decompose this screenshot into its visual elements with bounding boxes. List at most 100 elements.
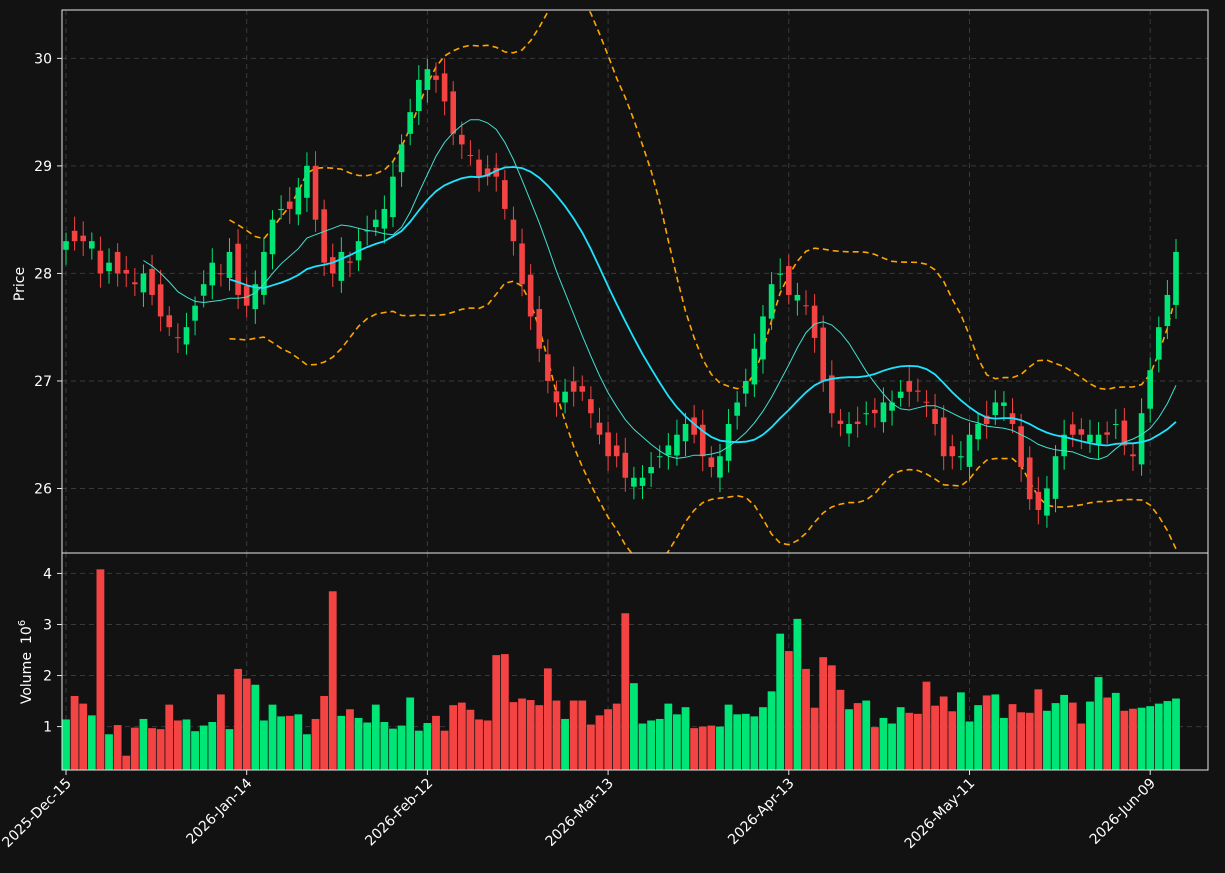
bollinger-upper <box>229 10 1177 391</box>
volume-bar <box>311 718 320 770</box>
candle-body <box>132 282 138 285</box>
candle <box>183 312 190 355</box>
volume-bar <box>922 681 931 770</box>
volume-bar <box>810 707 819 770</box>
candle-body <box>338 251 345 281</box>
candle <box>114 243 121 287</box>
candle <box>1164 280 1171 340</box>
candle-body <box>252 284 259 310</box>
volume-bar <box>690 728 699 770</box>
candle <box>1087 419 1093 453</box>
candle-body <box>1112 423 1119 425</box>
candle-body <box>209 262 216 286</box>
candle <box>166 306 173 336</box>
candle-body <box>200 284 207 296</box>
candle-body <box>106 262 112 272</box>
candle <box>562 378 568 414</box>
candle <box>1138 398 1145 476</box>
candle-body <box>699 424 706 457</box>
candle-body <box>243 286 250 306</box>
candle <box>803 290 809 316</box>
candle <box>708 446 715 478</box>
candle <box>338 237 345 293</box>
candle <box>553 380 560 417</box>
candle-body <box>811 305 818 338</box>
volume-bar <box>156 729 165 770</box>
candle-body <box>613 445 620 457</box>
volume-axis-label: Volume 106 <box>17 620 35 704</box>
volume-bar <box>853 703 862 770</box>
candle-body <box>80 235 87 242</box>
candle <box>1044 476 1050 528</box>
candle-body <box>441 73 448 102</box>
candle-body <box>1078 429 1085 435</box>
candle <box>218 264 224 287</box>
candle <box>966 422 973 481</box>
volume-bar <box>862 700 871 770</box>
candle-body <box>1104 432 1110 435</box>
candle <box>1155 316 1162 373</box>
volume-bar <box>328 591 337 770</box>
candle-body <box>510 219 517 242</box>
volume-bar <box>1111 692 1120 770</box>
candle-body <box>467 155 474 157</box>
candle <box>235 229 241 310</box>
volume-bar <box>707 725 716 770</box>
candle <box>545 339 551 394</box>
candle-body <box>415 79 422 111</box>
volume-bar <box>354 717 363 770</box>
volume-axis-base: 10 <box>19 626 35 644</box>
candle <box>863 401 870 426</box>
candle-body <box>71 230 78 242</box>
volume-bar <box>1051 703 1060 770</box>
candle-body <box>983 415 990 424</box>
candle <box>441 58 448 116</box>
volume-bar <box>888 723 896 770</box>
volume-bar <box>483 720 492 770</box>
volume-bar <box>285 715 294 770</box>
volume-bar <box>982 695 991 770</box>
volume-bar <box>767 691 776 770</box>
volume-bar <box>225 729 234 770</box>
volume-bar <box>733 714 742 770</box>
volume-bar <box>552 700 561 770</box>
candle <box>880 387 887 433</box>
candle <box>958 441 964 471</box>
candle-body <box>751 348 758 385</box>
candle-body <box>785 266 792 295</box>
volume-bar <box>371 704 380 770</box>
candle <box>484 155 491 186</box>
volume-bar <box>750 716 759 770</box>
volume-tick-label: 2 <box>43 669 52 685</box>
volume-bar <box>260 720 268 770</box>
volume-bar <box>234 668 242 770</box>
candle <box>97 236 104 288</box>
volume-bar <box>759 707 767 770</box>
volume-bar <box>836 689 845 770</box>
candle-body <box>398 144 405 173</box>
volume-bar <box>595 715 604 770</box>
candle-body <box>261 251 267 295</box>
candle-body <box>1121 420 1128 446</box>
candle <box>665 432 672 470</box>
candle-body <box>1130 454 1136 457</box>
volume-bar <box>320 695 329 770</box>
candle <box>536 296 543 363</box>
volume-bar <box>802 668 810 770</box>
candle-body <box>175 337 181 339</box>
volume-bar <box>1120 710 1129 770</box>
volume-bar <box>716 726 724 770</box>
candle-body <box>691 417 697 435</box>
candle-body <box>794 294 801 301</box>
volume-bar <box>535 705 544 770</box>
candle <box>527 264 534 331</box>
candle <box>872 398 878 428</box>
candle <box>63 232 69 265</box>
candle <box>975 412 981 451</box>
volume-bar <box>1017 712 1026 770</box>
volume-axis-exponent: 6 <box>17 620 28 626</box>
volume-bar <box>991 694 1000 770</box>
candle-body <box>123 270 130 274</box>
candle-body <box>536 309 543 349</box>
volume-bar <box>1129 708 1137 770</box>
